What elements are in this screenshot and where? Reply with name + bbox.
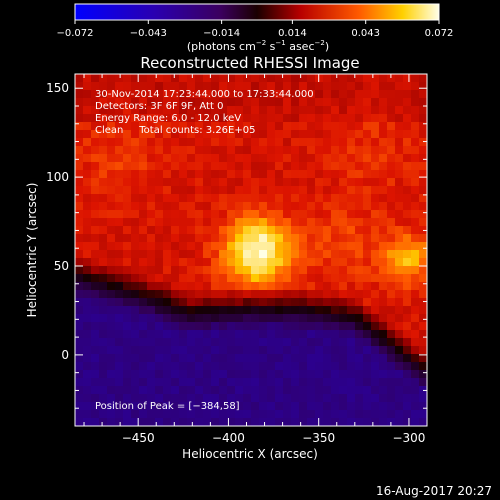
colorbar: −0.072 −0.043 −0.014 0.014 0.043 0.072 (photo… (56, 3, 453, 53)
y-tick-label: 100 (46, 170, 69, 184)
annotation-line: Energy Range: 6.0 - 12.0 keV (95, 113, 241, 124)
footer-timestamp: 16-Aug-2017 20:27 (376, 484, 492, 498)
peak-position-label: Position of Peak = [−384,58] (95, 401, 240, 412)
colorbar-tick-label: −0.014 (203, 28, 240, 39)
annotation-line: Detectors: 3F 6F 9F, Att 0 (95, 101, 223, 112)
annotation-block: 30-Nov-2014 17:23:44.000 to 17:33:44.000… (95, 89, 314, 136)
y-tick-label: 50 (54, 259, 69, 273)
x-tick-label: −400 (212, 431, 245, 445)
colorbar-tick-label: 0.072 (425, 28, 454, 39)
colorbar-ticks: −0.072 −0.043 −0.014 0.014 0.043 0.072 (56, 20, 453, 39)
colorbar-unit-label: (photons cm−2 s−1 asec−2) (187, 39, 329, 53)
chart-title: Reconstructed RHESSI Image (140, 54, 359, 72)
x-axis-label: Heliocentric X (arcsec) (182, 447, 318, 461)
heatmap-image (75, 74, 427, 426)
x-tick-label: −350 (302, 431, 335, 445)
plot-frame (74, 73, 428, 427)
annotation-line: 30-Nov-2014 17:23:44.000 to 17:33:44.000 (95, 89, 314, 100)
y-tick-label: 0 (61, 348, 69, 362)
colorbar-gradient (74, 3, 440, 21)
x-tick-label: −450 (122, 431, 155, 445)
heatmap-canvas (75, 74, 427, 426)
y-axis-label: Heliocentric Y (arcsec) (25, 183, 39, 318)
colorbar-tick-label: −0.072 (56, 28, 93, 39)
annotation-line: Clean Total counts: 3.26E+05 (95, 125, 255, 136)
y-tick-label: 150 (46, 81, 69, 95)
x-tick-label: −300 (392, 431, 425, 445)
colorbar-tick-label: 0.043 (351, 28, 380, 39)
colorbar-tick-label: 0.014 (278, 28, 307, 39)
y-axis-ticks: 0 50 100 150 (46, 81, 427, 409)
colorbar-tick-label: −0.043 (130, 28, 167, 39)
x-axis-ticks: −450 −400 −350 −300 (83, 74, 428, 445)
